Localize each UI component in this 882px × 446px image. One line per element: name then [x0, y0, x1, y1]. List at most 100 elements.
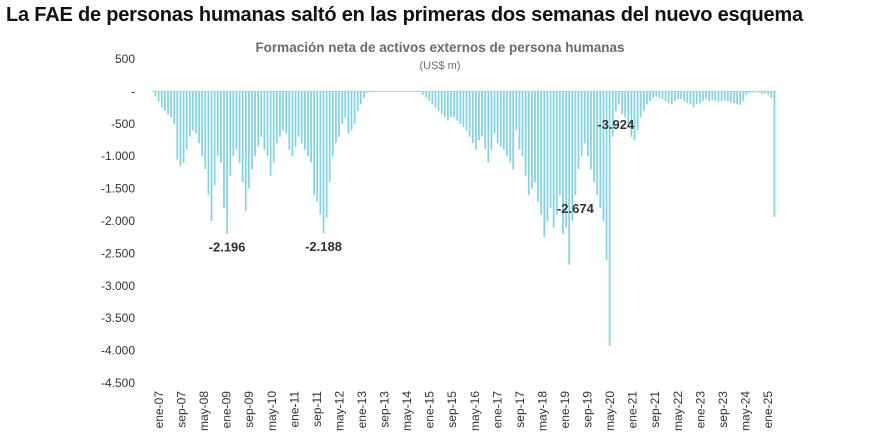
- bar: [263, 91, 266, 150]
- bar: [350, 91, 353, 131]
- bar: [646, 91, 648, 105]
- bar: [198, 91, 200, 144]
- bar: [546, 91, 549, 222]
- bar: [291, 91, 294, 157]
- bar: [602, 91, 605, 222]
- bar: [745, 91, 748, 95]
- x-tick-label: sep-11: [310, 391, 324, 427]
- y-tick-label: -1.500: [101, 182, 135, 196]
- bar: [328, 91, 331, 183]
- bar: [636, 91, 639, 131]
- x-tick-label: ene-17: [490, 391, 504, 429]
- y-axis: 500 - -500 -1.000 -1.500 -2.000 -2.500 -3.000 -3…: [101, 52, 135, 390]
- bar: [453, 91, 455, 118]
- y-tick-label: -4.500: [101, 376, 135, 390]
- bar: [524, 91, 527, 176]
- bar: [366, 91, 368, 93]
- bar: [677, 91, 679, 100]
- bar: [176, 91, 179, 160]
- bar: [154, 91, 157, 97]
- bar: [248, 91, 250, 189]
- bar: [481, 91, 483, 137]
- bar: [331, 91, 334, 157]
- bar: [297, 91, 300, 137]
- bar: [335, 91, 337, 144]
- bar: [251, 91, 253, 170]
- bar: [518, 91, 521, 150]
- bar: [531, 91, 533, 189]
- bar: [512, 91, 515, 170]
- data-label: -1.938: [768, 0, 805, 3]
- bar: [313, 91, 316, 196]
- bar: [730, 91, 732, 103]
- bar: [204, 91, 207, 170]
- bar: [347, 91, 350, 134]
- bar: [549, 91, 552, 209]
- bar: [534, 91, 536, 183]
- bar: [509, 91, 511, 163]
- bar: [748, 91, 751, 94]
- bar: [288, 91, 291, 150]
- bar: [726, 91, 729, 102]
- x-tick-label: ene-15: [423, 391, 437, 429]
- bar: [487, 91, 490, 163]
- bar: [465, 91, 468, 131]
- x-tick-label: ene-19: [558, 391, 572, 429]
- y-tick-label: -500: [111, 117, 135, 131]
- bar: [596, 91, 599, 196]
- bar: [614, 91, 617, 111]
- bar: [359, 91, 362, 105]
- bar: [471, 91, 474, 144]
- bar: [639, 91, 642, 118]
- bar: [583, 91, 586, 144]
- bar: [590, 91, 592, 170]
- bar: [437, 91, 440, 111]
- bar: [260, 91, 263, 137]
- bar: [440, 91, 443, 115]
- bar: [624, 91, 627, 118]
- bar: [521, 91, 524, 157]
- x-tick-label: ene-23: [693, 391, 707, 429]
- bar: [562, 91, 564, 234]
- y-tick-label: -4.000: [101, 344, 135, 358]
- y-tick-label: -3.500: [101, 311, 135, 325]
- x-tick-label: sep-13: [378, 391, 392, 428]
- bar: [674, 91, 676, 102]
- bar: [611, 91, 614, 137]
- x-tick-label: sep-07: [175, 391, 189, 428]
- bar: [478, 91, 480, 140]
- y-tick-label: 500: [115, 52, 135, 66]
- bar: [459, 91, 462, 124]
- bar: [269, 91, 272, 176]
- bar: [537, 91, 539, 202]
- x-tick-label: sep-17: [513, 391, 527, 428]
- bar: [605, 91, 608, 260]
- bar: [764, 91, 766, 94]
- data-annotations: -2.196 -2.188 -2.674 -3.924 -1.938: [209, 0, 806, 255]
- bar: [266, 91, 269, 157]
- x-tick-label: may-22: [671, 391, 685, 431]
- x-tick-label: may-20: [603, 391, 617, 431]
- y-tick-label: -3.000: [101, 279, 135, 293]
- bar: [223, 91, 225, 209]
- bar: [761, 91, 763, 94]
- bar: [307, 91, 309, 157]
- bar: [717, 91, 720, 102]
- bar: [428, 91, 431, 102]
- bar: [723, 91, 726, 101]
- bar: [170, 91, 172, 118]
- bar-series: [154, 91, 776, 346]
- bar: [555, 91, 558, 215]
- bar: [303, 91, 306, 150]
- bar: [164, 91, 166, 111]
- bar: [179, 91, 182, 166]
- x-tick-label: ene-13: [355, 391, 369, 429]
- x-tick-label: sep-09: [242, 391, 256, 428]
- bar: [621, 91, 623, 115]
- bar: [207, 91, 210, 196]
- bar: [655, 91, 658, 97]
- x-tick-label: ene-21: [626, 391, 640, 429]
- bar: [344, 91, 347, 118]
- bar: [235, 91, 238, 150]
- x-tick-label: ene-07: [152, 391, 166, 429]
